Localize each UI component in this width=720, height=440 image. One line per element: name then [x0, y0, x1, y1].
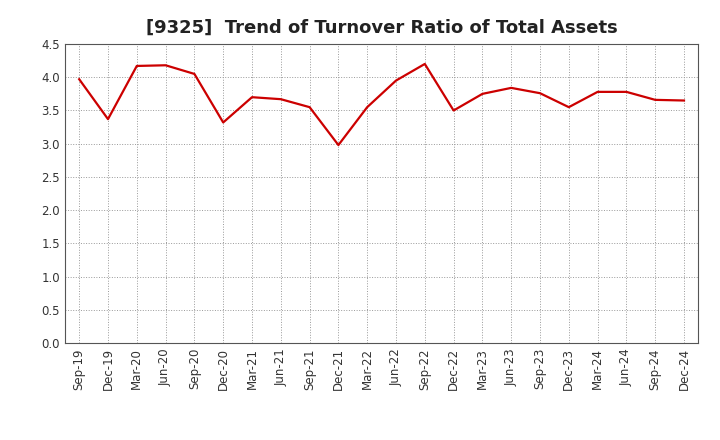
- Title: [9325]  Trend of Turnover Ratio of Total Assets: [9325] Trend of Turnover Ratio of Total …: [145, 19, 618, 37]
